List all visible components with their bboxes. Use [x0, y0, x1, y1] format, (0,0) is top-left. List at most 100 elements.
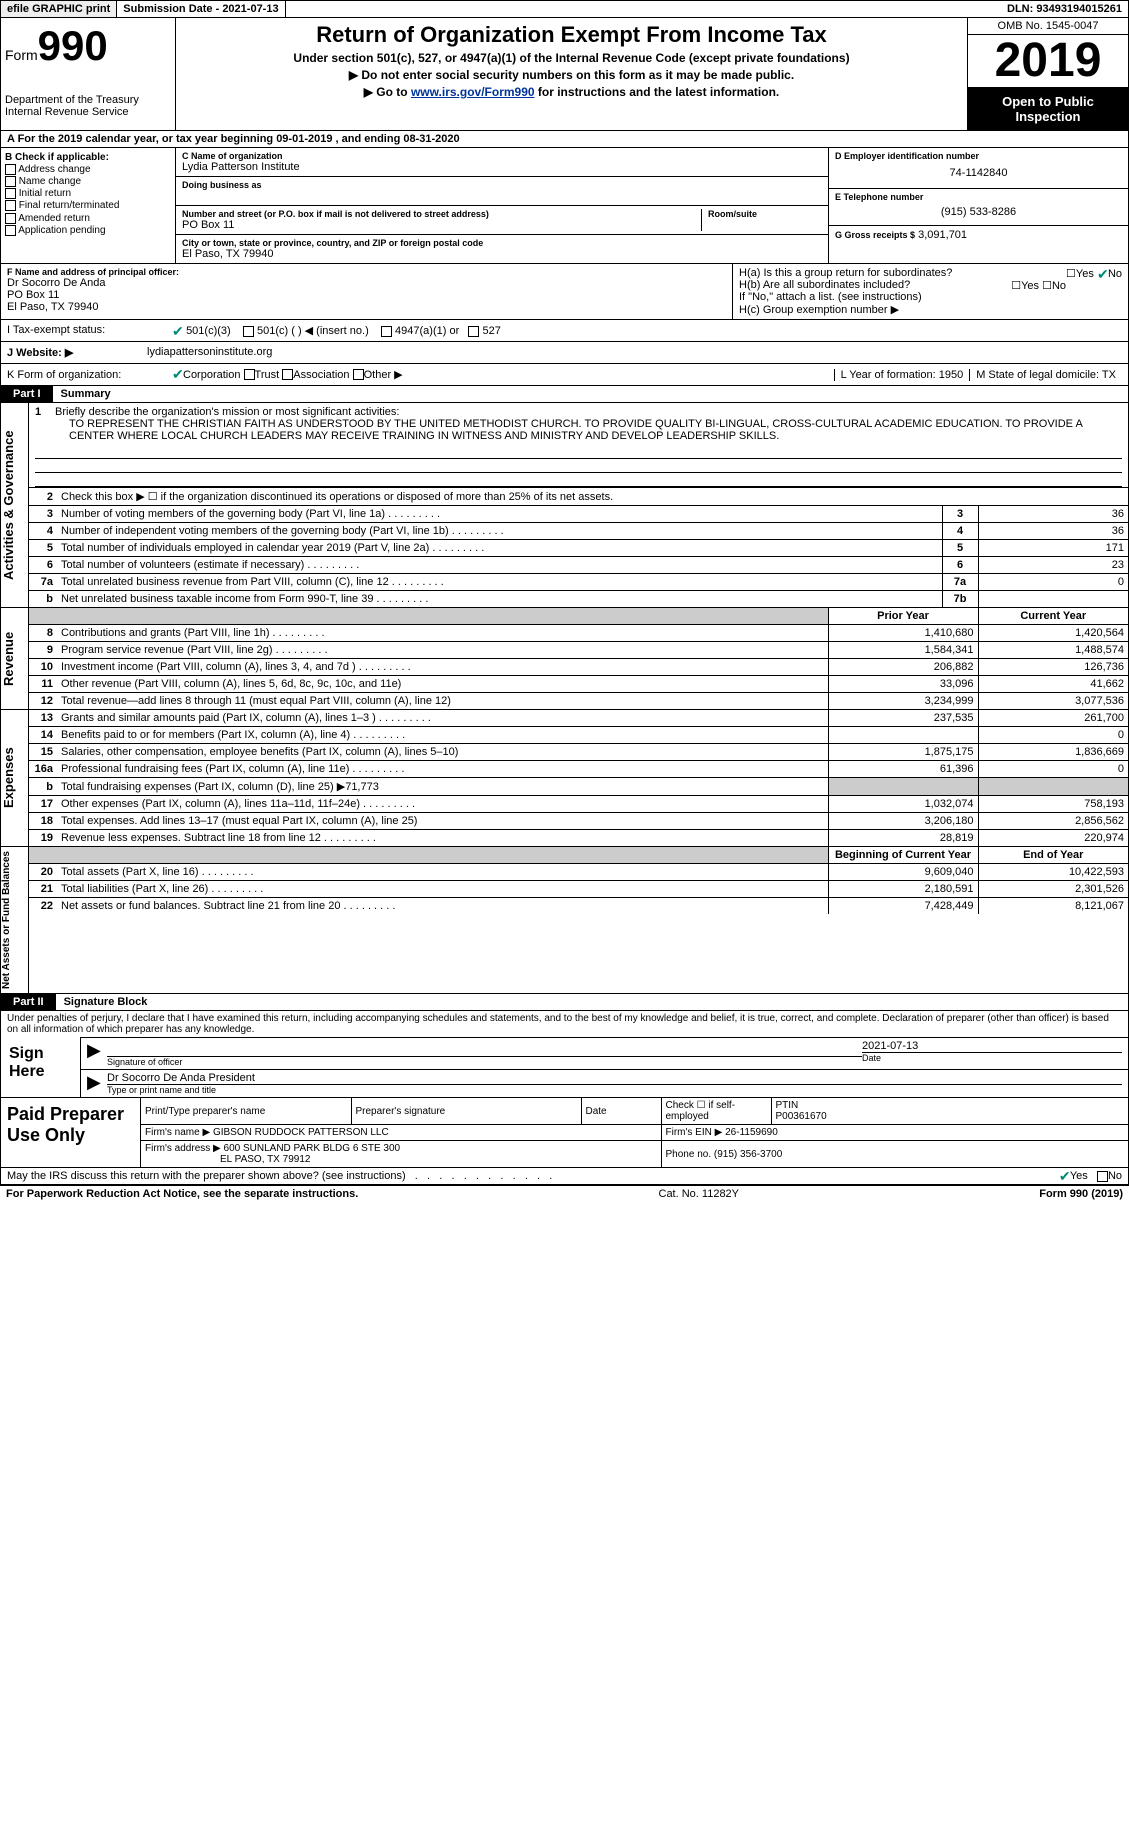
line4-val: 36 — [978, 523, 1128, 540]
line21-label: Total liabilities (Part X, line 26) — [57, 881, 828, 898]
vlabel-activities: Activities & Governance — [1, 403, 29, 607]
submission-date: Submission Date - 2021-07-13 — [117, 1, 285, 17]
checkbox-501c3[interactable] — [172, 326, 183, 337]
begin-year-hdr: Beginning of Current Year — [828, 847, 978, 864]
line13-curr: 261,700 — [978, 710, 1128, 727]
cat-no: Cat. No. 11282Y — [659, 1188, 740, 1200]
paperwork-notice: For Paperwork Reduction Act Notice, see … — [6, 1188, 358, 1200]
checkbox-final-return[interactable] — [5, 200, 16, 211]
signature-block: Under penalties of perjury, I declare th… — [0, 1011, 1129, 1098]
checkbox-other[interactable] — [353, 369, 364, 380]
line13-label: Grants and similar amounts paid (Part IX… — [57, 710, 828, 727]
line22-label: Net assets or fund balances. Subtract li… — [57, 898, 828, 915]
officer-group-block: F Name and address of principal officer:… — [0, 264, 1129, 320]
gross-receipts-value: 3,091,701 — [918, 229, 967, 241]
tax-year: 2019 — [968, 35, 1128, 88]
line16b-label: Total fundraising expenses (Part IX, col… — [57, 778, 828, 796]
checkbox-discuss-no[interactable] — [1097, 1171, 1108, 1182]
line14-label: Benefits paid to or for members (Part IX… — [57, 727, 828, 744]
checkbox-ha-no[interactable] — [1097, 269, 1108, 280]
line18-label: Total expenses. Add lines 13–17 (must eq… — [57, 813, 828, 830]
ein-value: 74-1142840 — [835, 161, 1122, 185]
line20-end: 10,422,593 — [978, 864, 1128, 881]
line6-label: Total number of volunteers (estimate if … — [57, 557, 942, 574]
officer-addr1: PO Box 11 — [7, 289, 726, 301]
line10-curr: 126,736 — [978, 659, 1128, 676]
ein-label: D Employer identification number — [835, 151, 1122, 161]
box-b-header: B Check if applicable: — [5, 152, 171, 163]
checkbox-name-change[interactable] — [5, 176, 16, 187]
print-name-label: Type or print name and title — [107, 1084, 1122, 1095]
mission-text: TO REPRESENT THE CHRISTIAN FAITH AS UNDE… — [29, 418, 1128, 445]
expenses-section: Expenses 13Grants and similar amounts pa… — [0, 710, 1129, 847]
gross-receipts-label: G Gross receipts $ — [835, 230, 915, 240]
line17-label: Other expenses (Part IX, column (A), lin… — [57, 796, 828, 813]
line12-curr: 3,077,536 — [978, 693, 1128, 710]
form-number: Form990 — [5, 22, 171, 70]
open-public: Open to Public Inspection — [968, 88, 1128, 130]
subtitle-1: Under section 501(c), 527, or 4947(a)(1)… — [180, 51, 963, 65]
line18-prior: 3,206,180 — [828, 813, 978, 830]
line7b-label: Net unrelated business taxable income fr… — [57, 591, 942, 608]
addr-label: Number and street (or P.O. box if mail i… — [182, 209, 701, 219]
part2-header: Part II Signature Block — [0, 994, 1129, 1011]
checkbox-initial-return[interactable] — [5, 188, 16, 199]
firm-ein: 26-1159690 — [725, 1127, 778, 1138]
line17-curr: 758,193 — [978, 796, 1128, 813]
arrow-icon: ▶ — [87, 1040, 107, 1067]
checkbox-amended[interactable] — [5, 213, 16, 224]
checkbox-address-change[interactable] — [5, 164, 16, 175]
checkbox-assoc[interactable] — [282, 369, 293, 380]
line12-prior: 3,234,999 — [828, 693, 978, 710]
irs-link[interactable]: www.irs.gov/Form990 — [411, 85, 535, 99]
dept-treasury: Department of the Treasury Internal Reve… — [5, 94, 171, 118]
line20-begin: 9,609,040 — [828, 864, 978, 881]
omb-number: OMB No. 1545-0047 — [968, 18, 1128, 35]
vlabel-expenses: Expenses — [1, 710, 29, 846]
line16a-prior: 61,396 — [828, 761, 978, 778]
room-label: Room/suite — [708, 209, 822, 219]
subtitle-2: ▶ Do not enter social security numbers o… — [180, 68, 963, 82]
checkbox-4947[interactable] — [381, 326, 392, 337]
prior-year-hdr: Prior Year — [828, 608, 978, 625]
line13-prior: 237,535 — [828, 710, 978, 727]
line3-label: Number of voting members of the governin… — [57, 506, 942, 523]
line17-prior: 1,032,074 — [828, 796, 978, 813]
form-page: Form 990 (2019) — [1039, 1188, 1123, 1200]
line21-end: 2,301,526 — [978, 881, 1128, 898]
hc-question: H(c) Group exemption number ▶ — [739, 303, 1122, 316]
phone-label: E Telephone number — [835, 192, 1122, 202]
checkbox-trust[interactable] — [244, 369, 255, 380]
prep-ptin-hdr: PTINP00361670 — [771, 1098, 1128, 1125]
prep-selfemp: Check ☐ if self-employed — [661, 1098, 771, 1125]
checkbox-app-pending[interactable] — [5, 225, 16, 236]
revenue-section: Revenue Prior YearCurrent Year 8Contribu… — [0, 608, 1129, 710]
line19-curr: 220,974 — [978, 830, 1128, 847]
website-value: lydiapattersoninstitute.org — [147, 346, 272, 359]
sig-date-label: Date — [862, 1052, 1122, 1063]
line7b-val — [978, 591, 1128, 608]
firm-addr2: EL PASO, TX 79912 — [220, 1154, 310, 1165]
checkbox-discuss-yes[interactable] — [1059, 1171, 1070, 1182]
checkbox-527[interactable] — [468, 326, 479, 337]
line6-val: 23 — [978, 557, 1128, 574]
line7a-val: 0 — [978, 574, 1128, 591]
firm-name: GIBSON RUDDOCK PATTERSON LLC — [213, 1127, 389, 1138]
line5-label: Total number of individuals employed in … — [57, 540, 942, 557]
current-year-hdr: Current Year — [978, 608, 1128, 625]
line11-label: Other revenue (Part VIII, column (A), li… — [57, 676, 828, 693]
line19-label: Revenue less expenses. Subtract line 18 … — [57, 830, 828, 847]
checkbox-corp[interactable] — [172, 369, 183, 380]
checkbox-501c[interactable] — [243, 326, 254, 337]
part1-header: Part I Summary — [0, 386, 1129, 403]
subtitle-3: ▶ Go to www.irs.gov/Form990 for instruct… — [180, 85, 963, 99]
org-name: Lydia Patterson Institute — [182, 161, 822, 173]
net-assets-section: Net Assets or Fund Balances Beginning of… — [0, 847, 1129, 994]
line11-curr: 41,662 — [978, 676, 1128, 693]
line15-label: Salaries, other compensation, employee b… — [57, 744, 828, 761]
line9-curr: 1,488,574 — [978, 642, 1128, 659]
ha-question: H(a) Is this a group return for subordin… — [739, 267, 1122, 279]
arrow-icon: ▶ — [87, 1072, 107, 1095]
efile-print-button[interactable]: efile GRAPHIC print — [1, 1, 117, 17]
line1-label: Briefly describe the organization's miss… — [55, 406, 399, 418]
